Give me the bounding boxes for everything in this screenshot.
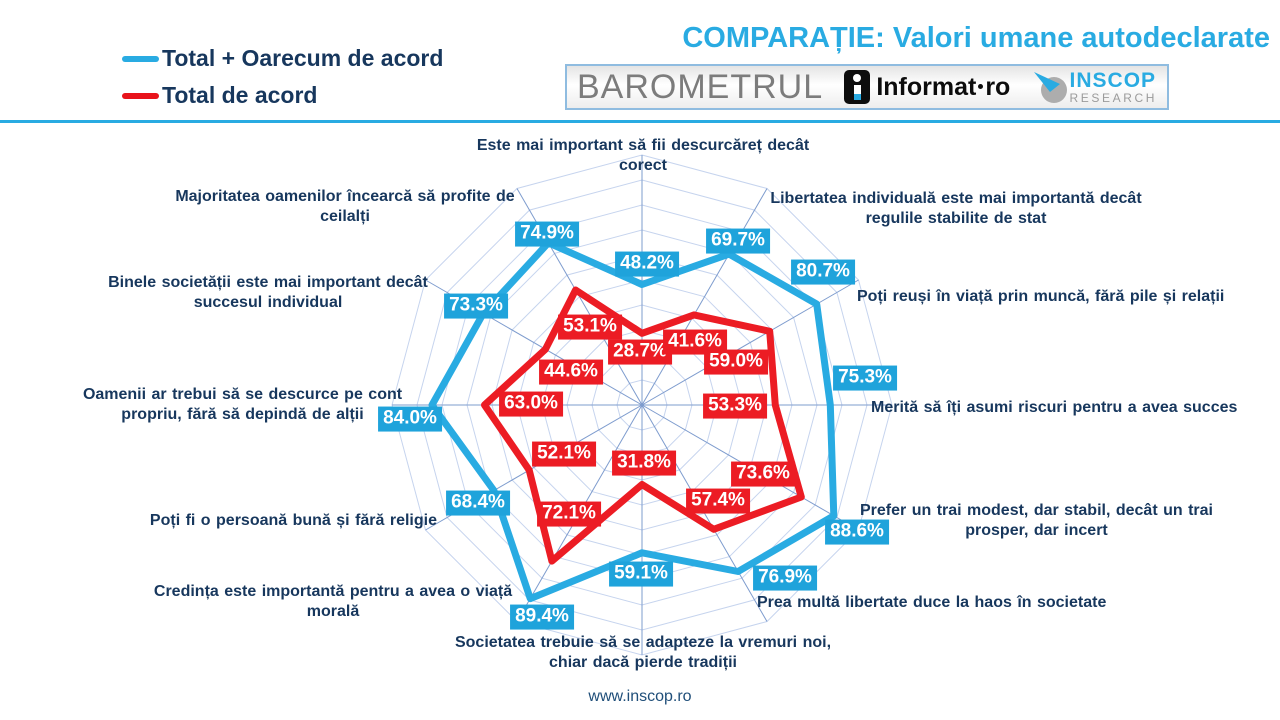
value-label-blue-7: 89.4%	[510, 604, 574, 630]
value-label-red-11: 53.1%	[558, 314, 622, 340]
value-label-blue-9: 84.0%	[378, 406, 442, 432]
informat-separator-dot-icon	[978, 83, 984, 89]
axis-label-11: Majoritatea oamenilor încearcă să profit…	[175, 188, 515, 225]
informat-icon-dot	[853, 74, 862, 82]
legend: Total + Oarecum de acord Total de acord	[122, 40, 443, 114]
radar-spoke	[641, 188, 768, 406]
brand-bar: BAROMETRUL Informat ro INSCOP RESEARCH	[565, 64, 1169, 110]
informat-logo: Informat ro	[844, 70, 1010, 104]
value-label-red-3: 53.3%	[703, 393, 767, 419]
barometrul-logo: BAROMETRUL	[577, 67, 824, 106]
axis-label-3: Merită să îți asumi riscuri pentru a ave…	[871, 399, 1238, 416]
axis-label-5: Prea multă libertate duce la haos în soc…	[757, 594, 1107, 611]
value-label-blue-3: 75.3%	[833, 365, 897, 391]
axis-label-4: Prefer un trai modest, dar stabil, decât…	[860, 502, 1213, 539]
legend-label: Total + Oarecum de acord	[162, 45, 444, 71]
value-label-blue-10: 73.3%	[444, 293, 508, 319]
value-label-blue-11: 74.9%	[515, 221, 579, 247]
value-label-red-6: 31.8%	[612, 450, 676, 476]
value-label-blue-0: 48.2%	[615, 251, 679, 277]
axis-label-6: Societatea trebuie să se adapteze la vre…	[454, 634, 832, 671]
informat-icon-stem-blue	[853, 94, 861, 100]
header-divider	[0, 120, 1280, 123]
axis-label-0: Este mai important să fii descurcăreț de…	[476, 137, 810, 174]
axis-label-9: Oamenii ar trebui să se descurce pe cont…	[82, 386, 403, 423]
inscop-text: INSCOP RESEARCH	[1070, 70, 1157, 104]
value-label-red-5: 57.4%	[686, 488, 750, 514]
value-label-blue-5: 76.9%	[753, 565, 817, 591]
informat-icon-stem	[853, 85, 861, 94]
page-title: COMPARAȚIE: Valori umane autodeclarate	[682, 22, 1270, 54]
axis-label-2: Poți reuși în viață prin muncă, fără pil…	[857, 288, 1225, 305]
value-label-blue-4: 88.6%	[825, 519, 889, 545]
legend-label: Total de acord	[162, 82, 318, 108]
legend-item-total-oarecum: Total + Oarecum de acord	[122, 40, 443, 77]
value-label-blue-8: 68.4%	[446, 490, 510, 516]
website-url: www.inscop.ro	[588, 688, 692, 705]
inscop-logo: INSCOP RESEARCH	[1032, 68, 1157, 106]
informat-tld: ro	[985, 72, 1011, 101]
series-line-total-de-acord	[481, 286, 805, 565]
value-label-red-9: 63.0%	[499, 391, 563, 417]
axis-label-8: Poți fi o persoană bună și fără religie	[149, 512, 437, 529]
informat-name: Informat	[876, 72, 977, 101]
inscop-name: INSCOP	[1069, 69, 1157, 92]
inscop-compass-icon	[1033, 72, 1067, 103]
axis-label-1: Libertatea individuală este mai importan…	[770, 190, 1142, 227]
axis-label-7: Credința este importantă pentru a avea o…	[153, 583, 513, 620]
legend-item-total-acord: Total de acord	[122, 77, 443, 114]
value-label-red-8: 52.1%	[532, 441, 596, 467]
value-label-blue-2: 80.7%	[791, 259, 855, 285]
radar-spoke	[641, 279, 859, 406]
value-label-red-7: 72.1%	[537, 501, 601, 527]
informat-i-icon	[844, 70, 871, 104]
value-label-blue-6: 59.1%	[609, 561, 673, 587]
value-label-red-10: 44.6%	[539, 359, 603, 385]
axis-label-10: Binele societății este mai important dec…	[108, 274, 428, 311]
legend-line-blue-icon	[122, 55, 159, 62]
value-label-red-2: 59.0%	[704, 349, 768, 375]
value-label-red-4: 73.6%	[731, 461, 795, 487]
value-label-blue-1: 69.7%	[706, 228, 770, 254]
value-label-red-0: 28.7%	[608, 339, 672, 365]
legend-line-red-icon	[122, 92, 159, 99]
inscop-subtitle: RESEARCH	[1069, 91, 1157, 105]
value-label-red-1: 41.6%	[663, 329, 727, 355]
